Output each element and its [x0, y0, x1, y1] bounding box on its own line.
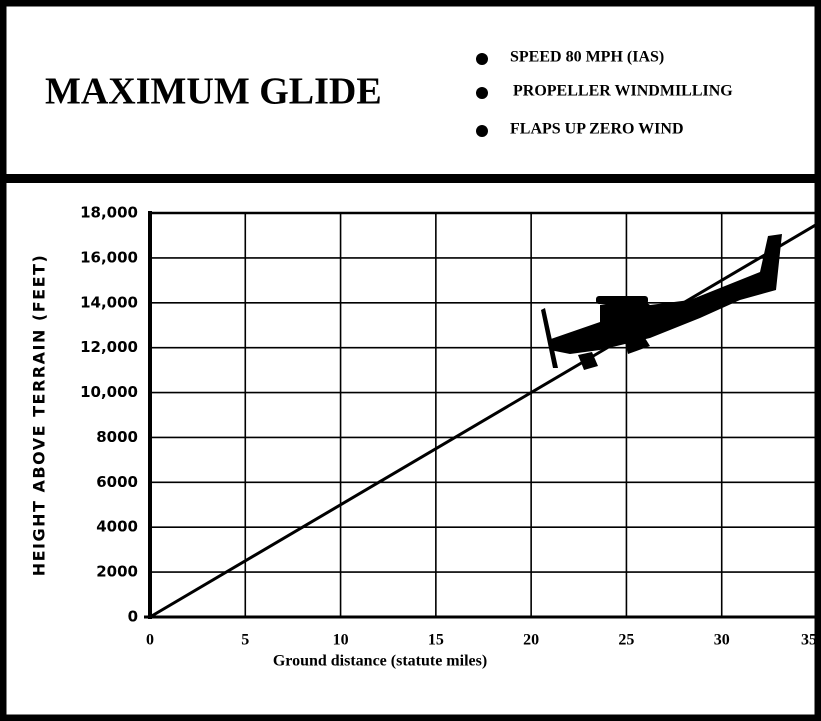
y-tick-label: 0 [128, 608, 138, 626]
bullet [476, 53, 488, 65]
x-tick-label: 15 [428, 632, 444, 649]
x-tick-label: 10 [333, 632, 349, 649]
y-tick-label: 10,000 [80, 383, 138, 401]
y-tick-label: 12,000 [80, 338, 138, 356]
x-tick-label: 30 [714, 632, 730, 649]
note: PROPELLER WINDMILLING [513, 83, 733, 100]
chart: MAXIMUM GLIDE SPEED 80 MPH (IAS) PROPELLE… [0, 0, 821, 721]
x-tick-label: 35 [801, 632, 817, 649]
x-axis-label: Ground distance (statute miles) [273, 653, 487, 670]
x-tick-label: 5 [241, 632, 249, 649]
bullet [476, 125, 488, 137]
fuselage [548, 234, 782, 354]
y-tick-label: 6000 [96, 473, 138, 491]
y-tick-label: 4000 [96, 518, 138, 536]
glide-line [150, 224, 817, 617]
y-tick-label: 14,000 [80, 293, 138, 311]
wing [596, 296, 648, 304]
note: FLAPS UP ZERO WIND [510, 121, 684, 138]
header-divider [0, 174, 821, 183]
y-tick-label: 18,000 [80, 204, 138, 222]
y-tick-label: 8000 [96, 428, 138, 446]
x-tick-label: 0 [146, 632, 154, 649]
bullet [476, 87, 488, 99]
y-axis-label: HEIGHT ABOVE TERRAIN (FEET) [30, 254, 49, 577]
note: SPEED 80 MPH (IAS) [510, 49, 664, 66]
y-tick-label: 2000 [96, 563, 138, 581]
notes: SPEED 80 MPH (IAS) PROPELLER WINDMILLING F… [476, 49, 733, 138]
plot: 0 2000 4000 6000 8000 10,000 12,000 14,000 16,00… [80, 204, 817, 649]
y-tick-label: 16,000 [80, 248, 138, 266]
chart-title: MAXIMUM GLIDE [45, 71, 382, 113]
x-tick-label: 25 [618, 632, 634, 649]
x-tick-label: 20 [523, 632, 539, 649]
